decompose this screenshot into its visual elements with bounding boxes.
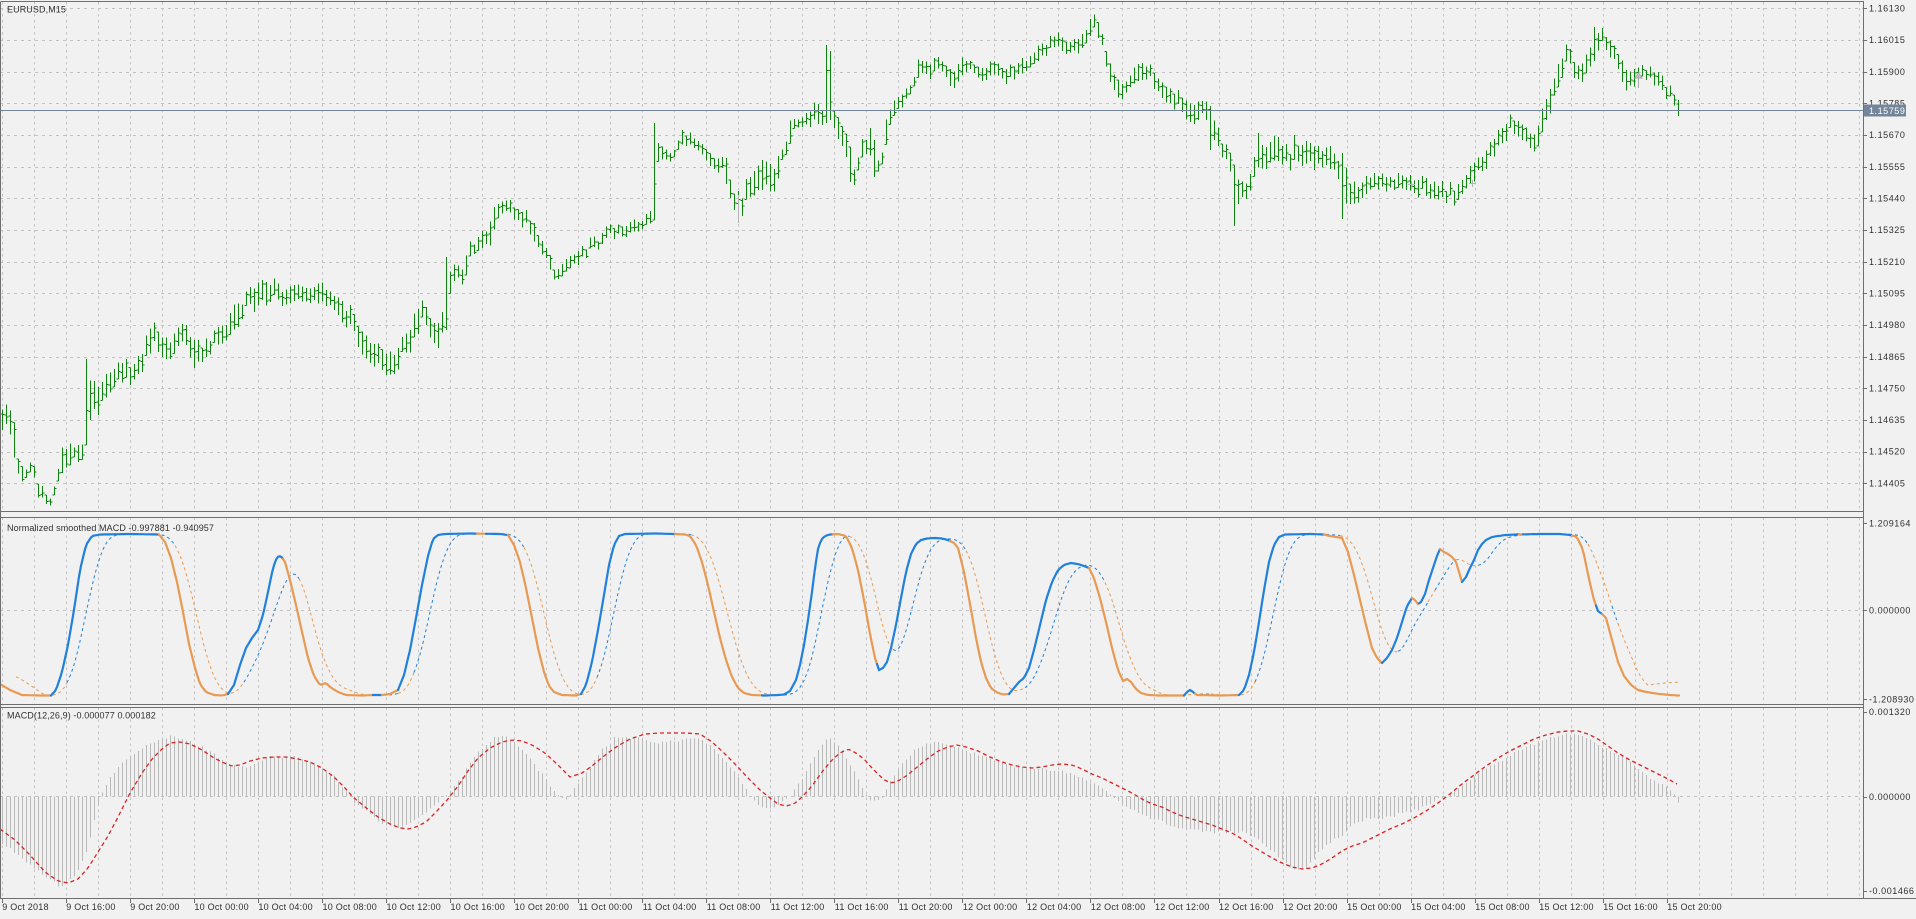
- svg-text:1.14520: 1.14520: [1869, 447, 1905, 457]
- svg-text:10 Oct 04:00: 10 Oct 04:00: [258, 902, 313, 912]
- svg-text:1.14980: 1.14980: [1869, 320, 1905, 330]
- svg-text:11 Oct 20:00: 11 Oct 20:00: [899, 902, 953, 912]
- svg-text:-1.208930: -1.208930: [1869, 694, 1915, 704]
- svg-text:10 Oct 16:00: 10 Oct 16:00: [451, 902, 506, 912]
- svg-text:15 Oct 04:00: 15 Oct 04:00: [1411, 902, 1466, 912]
- svg-text:9 Oct 20:00: 9 Oct 20:00: [130, 902, 179, 912]
- svg-text:15 Oct 00:00: 15 Oct 00:00: [1347, 902, 1402, 912]
- svg-text:1.14635: 1.14635: [1869, 415, 1905, 425]
- svg-text:12 Oct 00:00: 12 Oct 00:00: [963, 902, 1018, 912]
- svg-text:0.000000: 0.000000: [1869, 792, 1911, 802]
- svg-text:12 Oct 16:00: 12 Oct 16:00: [1219, 902, 1274, 912]
- svg-text:1.14405: 1.14405: [1869, 478, 1905, 488]
- svg-text:0.000000: 0.000000: [1869, 606, 1911, 616]
- svg-text:9 Oct 2018: 9 Oct 2018: [2, 902, 49, 912]
- svg-text:10 Oct 08:00: 10 Oct 08:00: [323, 902, 378, 912]
- svg-text:9 Oct 16:00: 9 Oct 16:00: [66, 902, 115, 912]
- svg-text:1.15325: 1.15325: [1869, 225, 1905, 235]
- svg-text:15 Oct 20:00: 15 Oct 20:00: [1667, 902, 1722, 912]
- svg-text:12 Oct 08:00: 12 Oct 08:00: [1091, 902, 1146, 912]
- svg-text:11 Oct 08:00: 11 Oct 08:00: [707, 902, 761, 912]
- svg-text:1.14865: 1.14865: [1869, 352, 1905, 362]
- svg-text:1.15555: 1.15555: [1869, 162, 1905, 172]
- svg-text:12 Oct 04:00: 12 Oct 04:00: [1027, 902, 1082, 912]
- svg-text:12 Oct 12:00: 12 Oct 12:00: [1155, 902, 1210, 912]
- svg-text:1.15900: 1.15900: [1869, 67, 1905, 77]
- svg-text:1.14750: 1.14750: [1869, 383, 1905, 393]
- svg-text:15 Oct 12:00: 15 Oct 12:00: [1539, 902, 1594, 912]
- svg-text:1.15210: 1.15210: [1869, 257, 1905, 267]
- svg-text:11 Oct 04:00: 11 Oct 04:00: [643, 902, 697, 912]
- svg-text:-0.001466: -0.001466: [1869, 886, 1915, 896]
- svg-text:MACD(12,26,9) -0.000077 0.0001: MACD(12,26,9) -0.000077 0.000182: [7, 711, 156, 721]
- svg-text:1.15440: 1.15440: [1869, 194, 1905, 204]
- svg-text:10 Oct 00:00: 10 Oct 00:00: [194, 902, 249, 912]
- svg-text:15 Oct 16:00: 15 Oct 16:00: [1603, 902, 1658, 912]
- svg-text:1.15785: 1.15785: [1869, 99, 1905, 109]
- svg-text:EURUSD,M15: EURUSD,M15: [7, 5, 66, 15]
- svg-text:1.209164: 1.209164: [1869, 519, 1911, 529]
- svg-text:11 Oct 12:00: 11 Oct 12:00: [771, 902, 825, 912]
- svg-text:10 Oct 12:00: 10 Oct 12:00: [387, 902, 442, 912]
- svg-text:1.15759: 1.15759: [1869, 106, 1905, 116]
- svg-text:1.15095: 1.15095: [1869, 288, 1905, 298]
- svg-text:11 Oct 16:00: 11 Oct 16:00: [835, 902, 889, 912]
- svg-text:15 Oct 08:00: 15 Oct 08:00: [1475, 902, 1530, 912]
- svg-text:11 Oct 00:00: 11 Oct 00:00: [579, 902, 633, 912]
- svg-text:1.16130: 1.16130: [1869, 4, 1905, 14]
- svg-text:10 Oct 20:00: 10 Oct 20:00: [515, 902, 570, 912]
- svg-text:12 Oct 20:00: 12 Oct 20:00: [1283, 902, 1338, 912]
- svg-text:0.001320: 0.001320: [1869, 707, 1911, 717]
- svg-text:Normalized smoothed MACD -0.99: Normalized smoothed MACD -0.997881 -0.94…: [7, 523, 214, 533]
- svg-text:1.15670: 1.15670: [1869, 130, 1905, 140]
- svg-text:1.16015: 1.16015: [1869, 35, 1905, 45]
